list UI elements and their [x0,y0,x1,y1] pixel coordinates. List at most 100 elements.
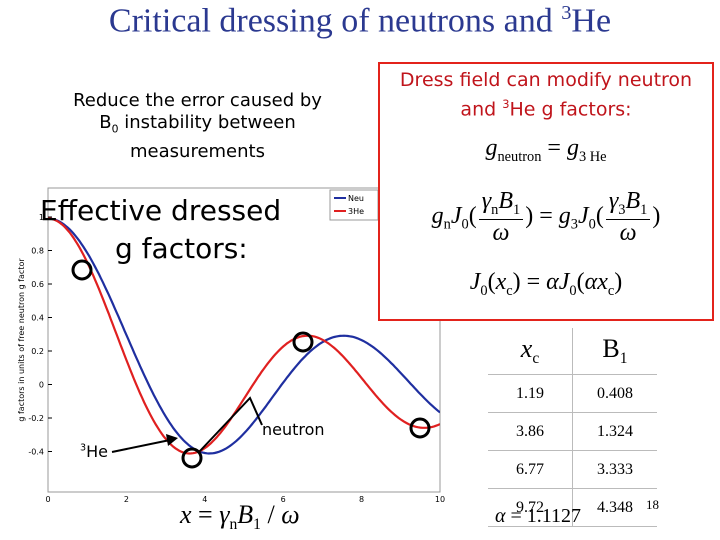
italic: γ [608,188,619,215]
text: ( [595,203,604,230]
info-box: Dress field can modify neutron and 3He g … [378,62,714,321]
italic: J [469,268,481,295]
title: Critical dressing of neutrons and 3He [0,2,720,40]
text: B [602,333,620,363]
note: Reduce the error caused by B0 instability… [40,90,355,163]
subscript: 1 [640,201,648,218]
arrow-head [166,434,178,446]
italic: g [431,203,444,230]
line: Dress field can modify neutron [380,68,712,92]
y-tick-label: 0.8 [31,247,44,256]
denominator: ω [479,220,524,247]
denominator: ω [606,220,651,247]
marker-circle [71,259,93,281]
numerator: γnB1 [478,188,524,220]
text: = 1.1127 [505,505,582,527]
marker-circle [409,417,431,439]
text: ) = [512,268,547,295]
cell: 4.348 [572,488,657,527]
subscript: 0 [569,282,577,299]
italic: γ [481,188,492,215]
legend-label: Neu [348,194,364,203]
text: He g factors: [509,98,632,121]
subscript: 3 He [578,149,607,166]
cell: 1.19 [488,374,573,413]
subscript: c [607,282,615,299]
arrow [198,396,263,453]
subscript: 0 [480,282,488,299]
cell: 0.408 [572,374,657,413]
header-cell: xc [488,328,573,375]
y-tick-label: 0 [39,381,44,390]
text: B [99,112,112,133]
text: He [86,442,108,461]
superscript: 3 [502,97,510,111]
x-tick-label: 4 [202,495,207,504]
superscript: 3 [561,2,572,24]
text: Critical dressing of neutrons and [108,2,562,40]
italic: x [520,333,533,363]
equation: gnJ0(γnB1 ω) = g3J0(γ3B1 ω) [380,188,712,247]
italic: J [450,203,462,230]
subscript: 0 [111,122,119,136]
italic: ω [619,219,637,246]
y-tick-label: 0.6 [31,280,44,289]
subscript: n [229,516,238,534]
y-tick-label: -0.2 [28,414,44,423]
italic: B [237,500,254,529]
table-row: 3.86 1.324 [488,412,657,451]
italic: g [558,203,571,230]
italic: J [577,203,589,230]
table: xc B1 1.19 0.408 3.86 1.324 6.77 3.333 9.72 4.348 [488,328,657,527]
x-tick-label: 10 [435,495,445,504]
text: = [191,500,220,529]
plot-frame [47,187,441,493]
x-tick-label: 0 [45,495,50,504]
subscript: 0 [461,216,469,233]
text: Reduce the error caused by [73,90,322,111]
subscript: 1 [253,516,261,534]
text: Dress field can modify neutron [399,69,693,91]
x-formula: x = γnB1 / ω [180,500,300,534]
italic: x [597,268,608,295]
markers [71,259,431,469]
x-tick-label: 8 [359,495,364,504]
curve [48,217,440,455]
marker-circle [292,331,314,353]
italic: α [584,268,598,295]
cell: 3.86 [488,412,573,451]
subscript: n [443,216,451,233]
italic: g [485,135,498,162]
y-axis-label: g factors in units of free neutron g fac… [17,258,26,422]
cell: 6.77 [488,450,573,489]
line: measurements [40,141,355,163]
fraction: γ3B1 ω [605,188,651,247]
fraction: γnB1 ω [478,188,524,247]
text: ) [614,268,623,295]
y-tick-label: 0.2 [31,347,44,356]
italic: x [495,268,507,295]
text: ) = [525,203,559,230]
y-tick-label: 1 [39,213,44,222]
subscript: c [532,350,540,368]
equation: J0(xc) = αJ0(αxc) [380,269,712,300]
line: Effective dressed [40,192,330,230]
italic: α [495,505,506,527]
text: / [260,500,282,529]
table-row: 6.77 3.333 [488,450,657,489]
subscript: 0 [588,216,596,233]
text: ( [468,203,477,230]
italic: α [546,268,559,295]
text: ( [487,268,496,295]
superscript: 3 [80,442,87,454]
text: and [460,98,503,121]
italic: B [625,188,641,215]
line: Reduce the error caused by [40,90,355,112]
line: B0 instability between [40,112,355,141]
italic: x [180,500,192,529]
cell: 9.72 [488,488,573,527]
text: instability between [118,112,296,133]
page-number: 18 [646,497,659,512]
text: g factors: [115,232,248,265]
subscript: 3 [618,201,626,218]
